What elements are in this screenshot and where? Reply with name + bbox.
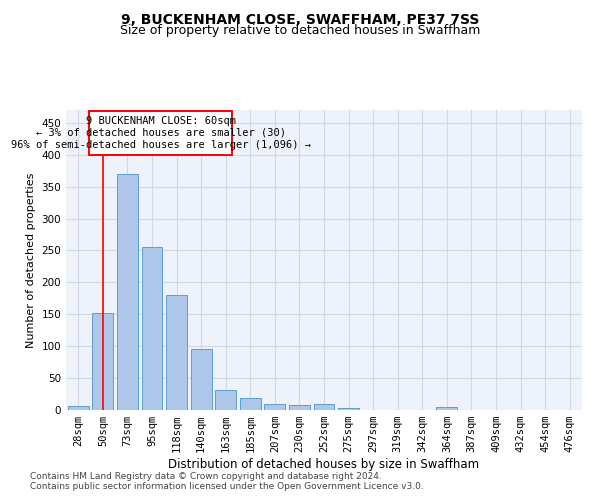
Bar xyxy=(436,407,457,410)
Text: Contains HM Land Registry data © Crown copyright and database right 2024.: Contains HM Land Registry data © Crown c… xyxy=(30,472,382,481)
Text: 9 BUCKENHAM CLOSE: 60sqm: 9 BUCKENHAM CLOSE: 60sqm xyxy=(86,116,236,126)
Bar xyxy=(338,408,359,410)
Bar xyxy=(117,174,138,410)
Bar xyxy=(142,247,163,410)
Bar xyxy=(68,406,89,410)
Text: 9, BUCKENHAM CLOSE, SWAFFHAM, PE37 7SS: 9, BUCKENHAM CLOSE, SWAFFHAM, PE37 7SS xyxy=(121,12,479,26)
Bar xyxy=(314,404,334,410)
Text: ← 3% of detached houses are smaller (30): ← 3% of detached houses are smaller (30) xyxy=(35,128,286,138)
Bar xyxy=(240,398,261,410)
Bar xyxy=(92,313,113,410)
Bar xyxy=(166,295,187,410)
X-axis label: Distribution of detached houses by size in Swaffham: Distribution of detached houses by size … xyxy=(169,458,479,471)
Bar xyxy=(265,404,286,410)
Text: Contains public sector information licensed under the Open Government Licence v3: Contains public sector information licen… xyxy=(30,482,424,491)
Bar xyxy=(289,405,310,410)
Bar xyxy=(191,348,212,410)
Text: 96% of semi-detached houses are larger (1,096) →: 96% of semi-detached houses are larger (… xyxy=(11,140,311,150)
Bar xyxy=(215,390,236,410)
Text: Size of property relative to detached houses in Swaffham: Size of property relative to detached ho… xyxy=(120,24,480,37)
FancyBboxPatch shape xyxy=(89,112,232,154)
Y-axis label: Number of detached properties: Number of detached properties xyxy=(26,172,36,348)
